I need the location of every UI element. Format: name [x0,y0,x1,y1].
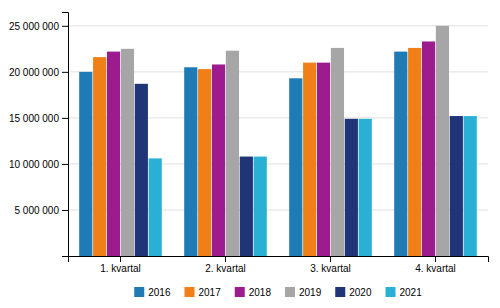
y-tick: 25 000 000 [9,21,68,32]
bar [436,26,449,256]
x-tick-mark [330,256,331,262]
x-tick: 3. kvartal [310,256,351,274]
x-tick-label: 3. kvartal [310,263,351,274]
y-tick: 10 000 000 [9,159,68,170]
bar [93,57,106,256]
x-tick: 4. kvartal [415,256,456,274]
bar [226,51,239,256]
y-tick-mark [62,164,68,165]
plot-area: 5 000 000 10 000 000 15 000 000 20 000 000 2… [9,13,489,275]
bar [359,119,372,256]
y-tick: 5 000 000 [15,205,69,216]
legend-item: 2021 [386,287,423,298]
bar [289,78,302,256]
bar [331,48,344,256]
x-tick-mark [120,256,121,262]
bar-series [149,116,477,256]
x-tick-mark [225,256,226,262]
legend-swatch [134,287,144,297]
chart-svg: 5 000 000 10 000 000 15 000 000 20 000 000 2… [0,0,500,308]
x-tick: 1. kvartal [100,256,141,274]
legend-swatch [235,287,245,297]
bar [254,157,267,256]
legend-label: 2017 [199,287,222,298]
legend: 2016 2017 2018 2019 2020 2021 [134,287,422,298]
legend-label: 2018 [249,287,272,298]
x-tick-mark [435,256,436,262]
legend-label: 2020 [349,287,372,298]
bar [394,52,407,256]
bar [184,67,197,256]
bar-series [121,26,449,256]
chart-container: 5 000 000 10 000 000 15 000 000 20 000 000 2… [0,0,500,308]
legend-label: 2019 [299,287,322,298]
grid-line [68,25,488,26]
bar [135,84,148,256]
y-tick-mark [62,26,68,27]
bar [303,63,316,256]
legend-swatch [285,287,295,297]
x-axis-line [69,257,489,263]
bar [79,72,92,256]
y-tick-label: 20 000 000 [9,67,59,78]
legend-label: 2016 [148,287,171,298]
y-axis-line [62,13,69,257]
bar [345,119,358,256]
bar [408,48,421,256]
y-tick-mark [62,210,68,211]
legend-swatch [335,287,345,297]
y-tick-label: 10 000 000 [9,159,59,170]
legend-item: 2019 [285,287,322,298]
legend-item: 2020 [335,287,372,298]
y-tick-label: 15 000 000 [9,113,59,124]
legend-item: 2017 [185,287,222,298]
bar [450,116,463,256]
legend-item: 2018 [235,287,272,298]
x-tick-label: 2. kvartal [205,263,246,274]
bar [317,63,330,256]
bar [121,49,134,256]
y-tick-label: 5 000 000 [15,205,60,216]
legend-label: 2021 [400,287,423,298]
x-tick-label: 1. kvartal [100,263,141,274]
y-tick: 15 000 000 [9,113,68,124]
legend-swatch [185,287,195,297]
x-tick: 2. kvartal [205,256,246,274]
bars [79,26,477,256]
legend-item: 2016 [134,287,171,298]
bar-series [107,41,435,256]
bar [464,116,477,256]
bar-series [135,84,463,256]
bar [198,69,211,256]
bar [149,158,162,256]
y-axis: 5 000 000 10 000 000 15 000 000 20 000 000 2… [9,13,69,257]
y-tick-label: 25 000 000 [9,21,59,32]
legend-swatch [386,287,396,297]
y-tick-mark [62,72,68,73]
x-axis: 1. kvartal 2. kvartal 3. kvartal 4. kvartal [69,256,489,274]
bar [107,52,120,256]
bar [212,64,225,256]
bar-series [93,48,421,256]
bar [422,41,435,256]
y-tick-mark [62,118,68,119]
y-tick: 20 000 000 [9,67,68,78]
x-tick-label: 4. kvartal [415,263,456,274]
bar [240,157,253,256]
